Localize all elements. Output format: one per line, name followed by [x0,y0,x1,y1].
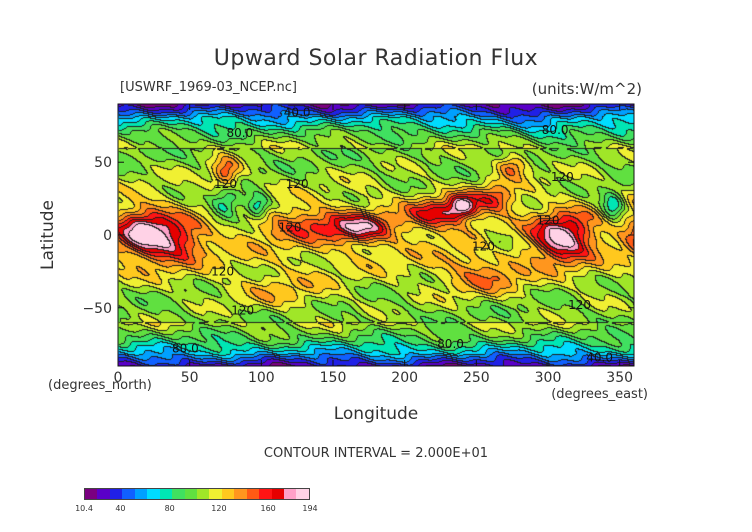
colorbar-swatch [159,489,173,499]
colorbar-tick-label: 160 [260,504,276,513]
colorbar-swatch [134,489,148,499]
colorbar-swatch [246,489,260,499]
colorbar-tick-label: 40 [115,504,126,513]
colorbar-swatch [85,489,98,499]
colorbar-swatch [196,489,210,499]
colorbar-swatch [296,489,309,499]
x-tick-label: 100 [248,370,275,386]
y-tick-label: 0 [103,228,112,244]
colorbar-tick-label: 120 [211,504,227,513]
heatmap-plot [118,104,634,366]
colorbar-swatch [221,489,235,499]
y-axis-label: Latitude [38,200,58,270]
file-label: [USWRF_1969-03_NCEP.nc] [120,80,297,95]
colorbar-tick-label: 10.4 [75,504,93,513]
colorbar-swatch [122,489,135,499]
colorbar-swatch [172,489,185,499]
x-units-label: (degrees_east) [551,387,648,402]
colorbar [84,488,310,500]
x-tick-label: 200 [391,370,418,386]
colorbar-tick-label: 80 [164,504,175,513]
y-tick-label: 50 [94,155,112,171]
colorbar-swatch [184,489,197,499]
y-tick-label: −50 [82,301,112,317]
x-tick-label: 150 [320,370,347,386]
units-label: (units:W/m^2) [531,80,642,98]
colorbar-swatch [209,489,222,499]
y-units-label: (degrees_north) [48,378,152,393]
colorbar-tick-label: 194 [302,504,318,513]
x-tick-label: 50 [181,370,199,386]
colorbar-swatch [97,489,110,499]
x-tick-label: 350 [606,370,633,386]
colorbar-swatch [259,489,272,499]
contour-interval-text: CONTOUR INTERVAL = 2.000E+01 [263,446,489,461]
colorbar-swatch [271,489,284,499]
colorbar-swatch [147,489,160,499]
x-tick-label: 300 [535,370,562,386]
colorbar-swatch [109,489,123,499]
x-tick-label: 250 [463,370,490,386]
chart-title: Upward Solar Radiation Flux [213,46,539,71]
x-axis-label: Longitude [333,404,419,424]
colorbar-swatch [284,489,297,499]
colorbar-swatch [234,489,247,499]
